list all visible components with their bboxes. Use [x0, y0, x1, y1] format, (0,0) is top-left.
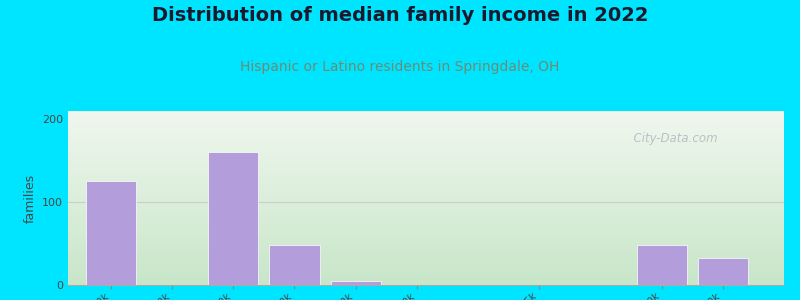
Bar: [698, 259, 748, 285]
Y-axis label: families: families: [23, 173, 37, 223]
Text: Distribution of median family income in 2022: Distribution of median family income in …: [152, 6, 648, 25]
Bar: [270, 245, 319, 285]
Bar: [637, 245, 686, 285]
Text: Hispanic or Latino residents in Springdale, OH: Hispanic or Latino residents in Springda…: [240, 60, 560, 74]
Bar: [86, 182, 136, 285]
Text: City-Data.com: City-Data.com: [626, 132, 718, 145]
Bar: [208, 152, 258, 285]
Bar: [330, 281, 381, 285]
